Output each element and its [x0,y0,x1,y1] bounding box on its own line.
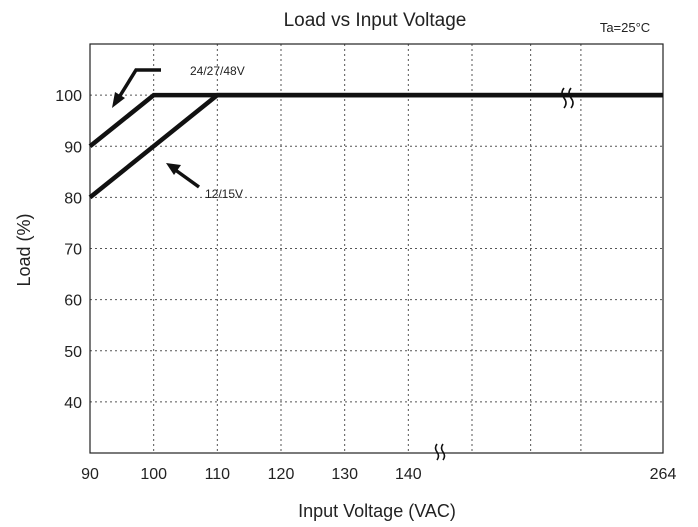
x-tick-label: 130 [331,466,358,483]
y-tick-label: 70 [64,242,82,259]
y-tick-label: 90 [64,139,82,156]
tick-labels: 90 100 110 120 130 140 264 40 50 60 70 80 90 100 [55,88,676,483]
x-tick-label: 90 [81,466,99,483]
annotation-arrow-12-15v [166,163,201,189]
series-line-12-15v [88,92,663,200]
y-tick-label: 40 [64,395,82,412]
y-axis-title: Load (%) [14,213,34,286]
series-line-24-27-48v [88,92,663,149]
chart-title: Load vs Input Voltage [284,10,467,31]
y-tick-label: 60 [64,293,82,310]
plot-frame [89,43,664,454]
annotation-arrow-24-27-48v [112,68,161,108]
x-tick-label: 100 [140,466,167,483]
x-tick-label: 140 [395,466,422,483]
grid-lines [90,44,663,453]
axis-break-mark-top [561,87,574,109]
x-axis-title: Input Voltage (VAC) [298,501,456,521]
y-tick-label: 100 [55,88,82,105]
x-tick-label: 120 [268,466,295,483]
annotation-label-24-27-48v: 24/27/48V [190,64,245,78]
x-tick-label: 110 [205,466,231,483]
y-tick-label: 80 [64,190,82,207]
temperature-condition: Ta=25°C [600,20,650,35]
series-lines [88,92,663,200]
x-tick-label: 264 [650,466,677,483]
annotation-label-12-15v: 12/15V [205,187,243,201]
axis-break-mark-bottom [434,443,446,461]
y-tick-label: 50 [64,344,82,361]
